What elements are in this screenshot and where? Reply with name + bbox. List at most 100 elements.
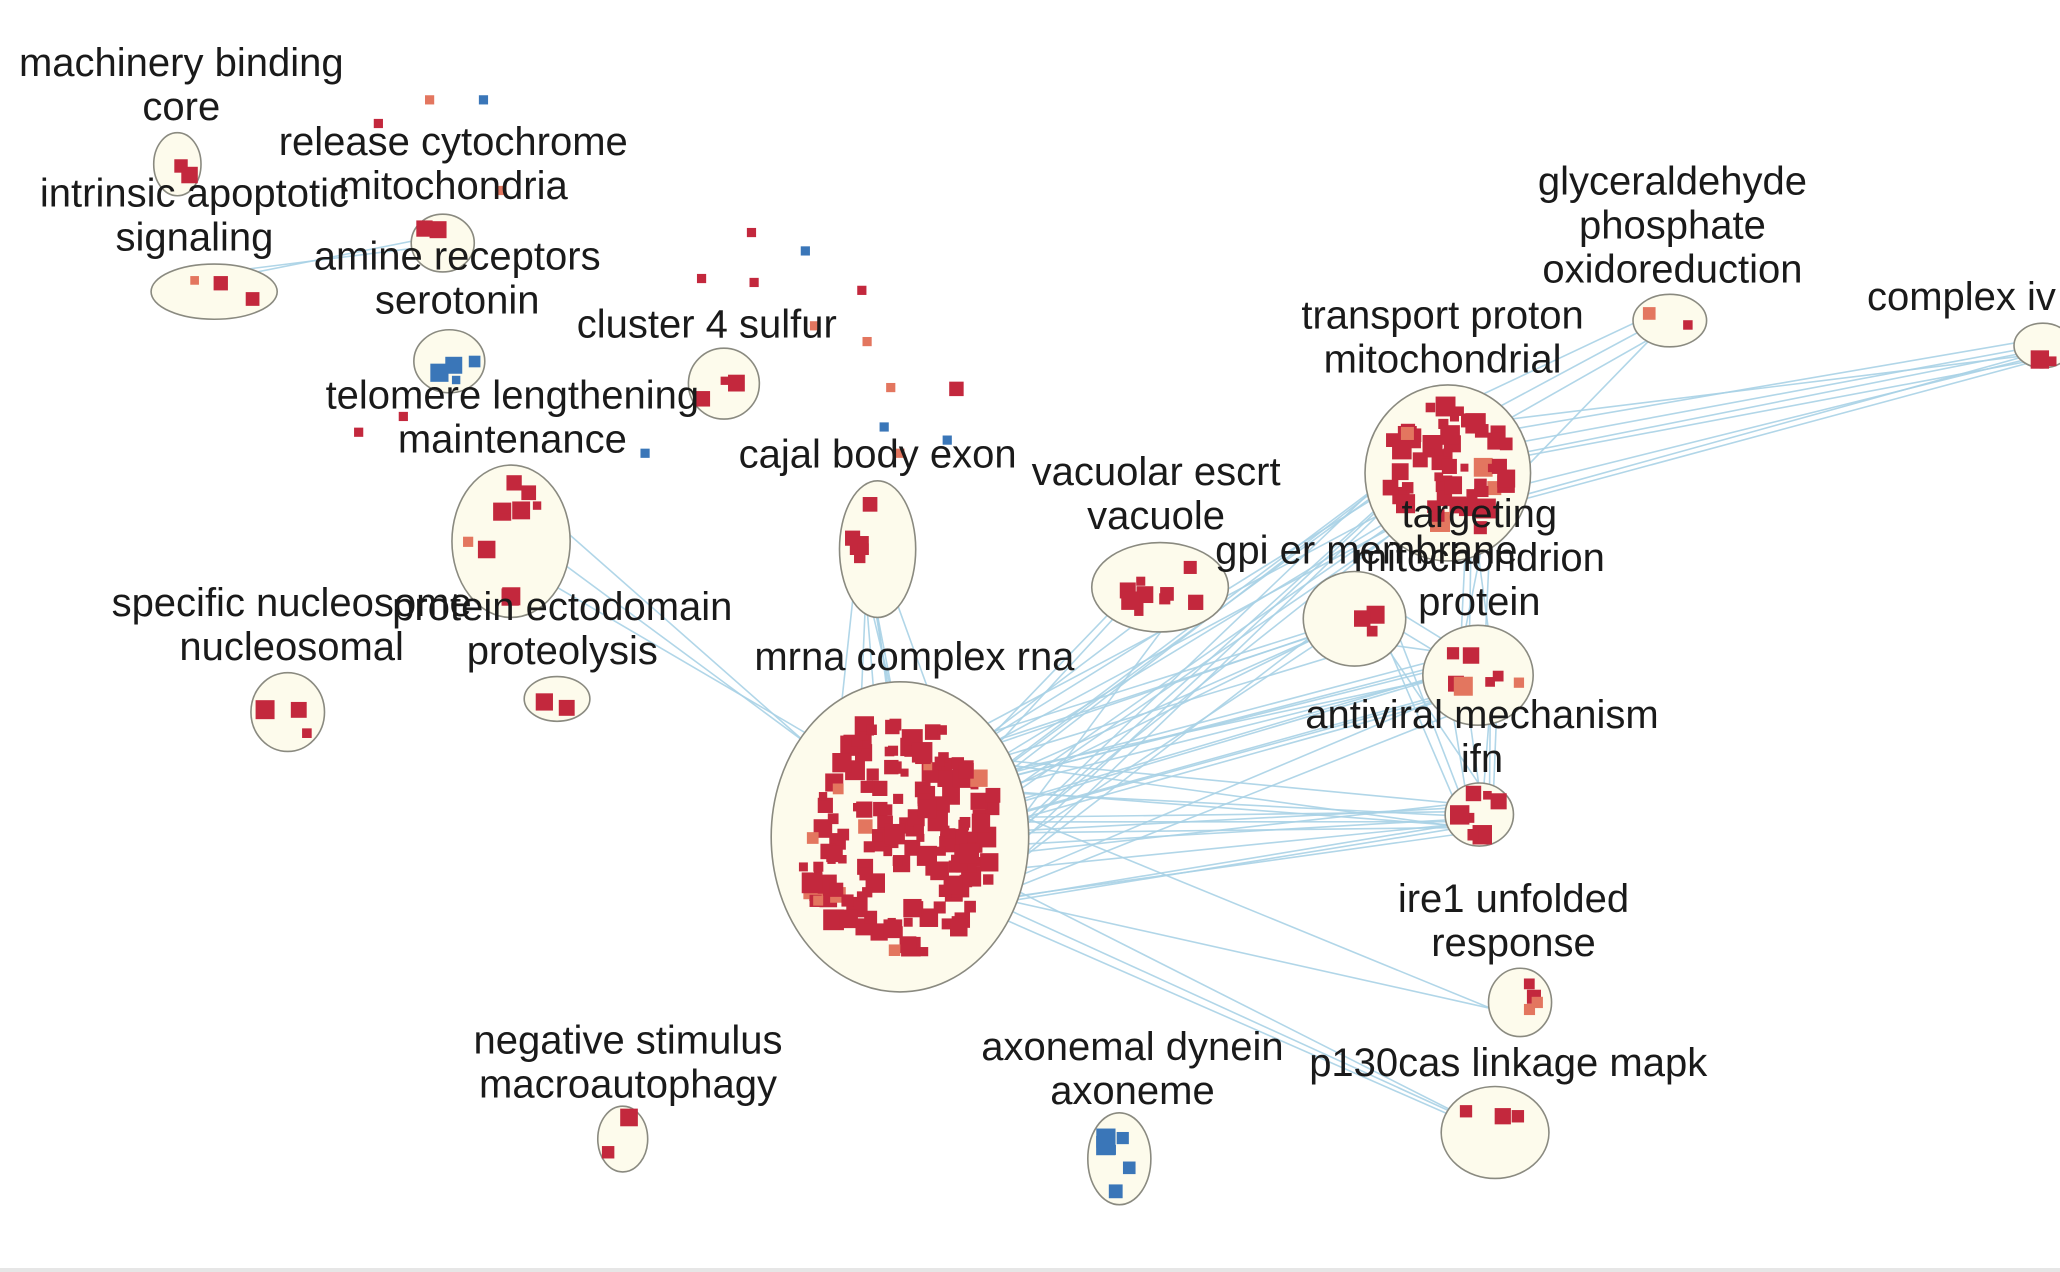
gene-node	[499, 503, 511, 514]
gene-node	[1436, 490, 1453, 507]
gene-node	[919, 908, 939, 927]
gene-node	[190, 276, 199, 285]
cluster-label-line: ifn	[1461, 737, 1503, 781]
gene-node	[1391, 463, 1409, 481]
edge	[951, 454, 1420, 807]
gene-node	[829, 882, 844, 897]
cluster-label-line: oxidoreduction	[1542, 247, 1802, 291]
gene-node	[985, 800, 1000, 816]
gene-node	[971, 813, 991, 833]
gene-node	[959, 843, 980, 864]
cluster-bubble-ectodomain	[523, 675, 591, 723]
gene-node	[746, 227, 757, 238]
gene-node	[521, 485, 537, 501]
cluster-bubble-ire1	[1487, 967, 1553, 1038]
edge	[945, 690, 1457, 908]
gene-node	[1116, 1131, 1129, 1145]
gene-node	[497, 185, 507, 196]
cluster-label-line: specific nucleosome	[112, 581, 472, 625]
cluster-label-line: transport proton	[1301, 293, 1583, 337]
gene-node	[696, 273, 707, 284]
edge	[1488, 349, 2048, 506]
gene-node	[895, 448, 905, 458]
cluster-label-line: protein	[1418, 580, 1540, 624]
edge	[959, 817, 1475, 849]
gene-node	[856, 801, 873, 818]
edge	[1468, 351, 2057, 499]
gene-node	[916, 833, 925, 842]
gene-node	[880, 804, 893, 816]
edge	[1418, 335, 2052, 447]
gene-node	[866, 768, 879, 781]
gene-node	[904, 839, 921, 856]
cluster-label-mrna: mrna complex rna	[754, 635, 1075, 679]
gene-node	[839, 909, 858, 929]
gene-node	[1462, 647, 1480, 664]
gene-node	[866, 724, 877, 735]
edge	[942, 885, 1519, 1016]
gene-node	[512, 501, 531, 520]
cluster-label-line: release cytochrome	[279, 120, 628, 164]
gene-node	[923, 761, 933, 771]
gene-node	[858, 819, 873, 834]
gene-node	[936, 846, 946, 856]
gene-node	[1523, 978, 1535, 990]
gene-node	[1453, 676, 1473, 696]
gene-node	[937, 725, 947, 735]
gene-node	[879, 422, 889, 432]
gene-node	[1366, 605, 1385, 624]
gene-node	[818, 792, 828, 801]
gene-node	[451, 375, 461, 385]
gene-node	[1136, 576, 1146, 586]
cluster-label-amine: amine receptors serotonin	[314, 234, 601, 322]
gene-node	[1531, 996, 1543, 1009]
gene-node	[903, 917, 913, 927]
cluster-label-line: intrinsic apoptotic	[40, 171, 349, 215]
gene-node	[640, 448, 650, 458]
gene-node	[942, 435, 952, 445]
gene-node	[1683, 320, 1693, 330]
gene-node	[620, 1108, 638, 1127]
edge	[967, 662, 1490, 819]
gene-node	[1122, 1161, 1136, 1175]
gene-node	[806, 832, 819, 844]
cluster-bubble-cajal	[838, 480, 917, 619]
cluster-label-line: antiviral mechanism	[1305, 693, 1658, 737]
gene-node	[1642, 307, 1656, 320]
cluster-label-line: vacuolar escrt	[1032, 450, 1281, 494]
gene-node	[917, 799, 937, 819]
edge	[971, 892, 1505, 1137]
cluster-label-line: targeting	[1401, 492, 1557, 536]
gene-node	[601, 1146, 615, 1159]
gene-node	[823, 909, 844, 931]
gene-node	[900, 768, 909, 777]
gene-node	[933, 796, 950, 813]
gene-node	[801, 872, 823, 894]
cluster-label-line: maintenance	[398, 418, 627, 462]
gene-node	[889, 761, 902, 774]
edge	[940, 661, 1452, 796]
gene-node	[445, 356, 463, 374]
gene-node	[888, 745, 899, 756]
gene-node	[1454, 406, 1464, 416]
gene-node	[889, 718, 902, 731]
cluster-bubble-glyceraldehyde	[1632, 293, 1708, 348]
gene-node	[1449, 805, 1470, 825]
gene-node	[1466, 489, 1478, 501]
gene-node	[1473, 457, 1493, 477]
edge	[938, 484, 1464, 846]
gene-node	[886, 382, 896, 393]
gene-node	[837, 828, 850, 841]
gene-node	[1425, 448, 1435, 458]
edge	[959, 828, 1497, 905]
cluster-label-line: mrna complex rna	[754, 635, 1075, 679]
cluster-label-axonemal: axonemal dynein axoneme	[981, 1025, 1283, 1113]
cluster-label-line: axonemal dynein	[981, 1025, 1283, 1069]
cluster-label-gpi: gpi er membrane	[1215, 529, 1517, 573]
gene-node	[964, 900, 976, 913]
cluster-label-line: phosphate	[1579, 203, 1766, 247]
gene-node	[2030, 350, 2050, 369]
gene-node	[429, 221, 447, 239]
gene-node	[558, 699, 575, 716]
